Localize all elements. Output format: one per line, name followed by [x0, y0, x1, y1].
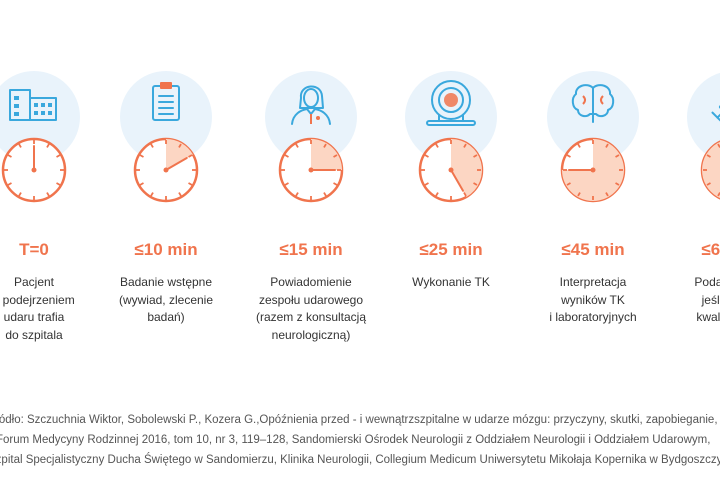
clock-tick	[615, 182, 620, 186]
brain-icon	[571, 84, 615, 123]
clock-tick	[323, 143, 327, 148]
elapsed-sector	[166, 139, 193, 170]
step-graphic	[687, 72, 720, 200]
clock-tick	[333, 182, 338, 186]
clock-tick	[284, 154, 289, 158]
clipboard-icon	[152, 82, 180, 121]
step-description: Podanie rt-PA, jeśli pacjent kwalifikuje…	[694, 275, 720, 324]
clock-tick	[473, 182, 478, 186]
step-graphic	[547, 71, 639, 203]
step-description: Powiadomienie zespołu udarowego (razem z…	[255, 275, 367, 342]
clock-tick	[178, 143, 182, 148]
clock	[560, 137, 626, 203]
step-time-label: ≤60 min	[701, 240, 720, 259]
clock-hand	[450, 169, 464, 192]
step-graphic	[265, 71, 357, 203]
clock-tick	[7, 182, 12, 186]
clock-tick	[139, 182, 144, 186]
timeline-step: ≤10 min Badanie wstępne (wywiad, zlecenie…	[94, 0, 238, 380]
clock-tick	[615, 154, 620, 158]
clock-center	[31, 167, 37, 173]
clock-tick	[435, 192, 439, 197]
clock-tick	[605, 192, 609, 197]
step-graphic	[120, 71, 212, 203]
clock-tick	[333, 154, 338, 158]
clock	[700, 140, 720, 200]
elapsed-sector	[311, 139, 342, 170]
step-description: Badanie wstępne (wywiad, zlecenie badań)	[118, 275, 214, 324]
timeline-step: ≤60 min Podanie rt-PA, jeśli pacjent kwal…	[661, 0, 720, 380]
clock-center	[448, 167, 454, 173]
stroke-timeline: T=0 Pacjent z podejrzeniem udaru trafia d…	[0, 0, 720, 380]
clock-tick	[463, 192, 467, 197]
clock-tick	[150, 192, 154, 197]
clock-tick	[566, 182, 571, 186]
icon-background-circle	[0, 71, 80, 163]
clock-hand	[165, 157, 188, 171]
timeline-step: ≤25 min Wykonanie TK	[379, 0, 523, 380]
clock-tick	[56, 154, 61, 158]
elapsed-sector	[702, 141, 720, 199]
clock-tick	[56, 182, 61, 186]
step-graphic	[0, 71, 80, 203]
source-line-3: Szpital Specjalistyczny Ducha Świętego w…	[0, 454, 720, 466]
step-description: Wykonanie TK	[412, 275, 490, 289]
doctor-icon	[291, 85, 331, 125]
clock-tick	[139, 154, 144, 158]
syringe-icon	[711, 89, 720, 124]
icon-background-circle	[405, 71, 497, 163]
timeline-step: T=0 Pacjent z podejrzeniem udaru trafia d…	[0, 0, 106, 380]
step-time-label: ≤25 min	[419, 240, 483, 259]
clock-tick	[295, 192, 299, 197]
clock-center	[308, 167, 314, 173]
clock-tick	[435, 143, 439, 148]
clock-tick	[323, 192, 327, 197]
clock-tick	[566, 154, 571, 158]
clock	[278, 137, 344, 203]
clock-tick	[424, 154, 429, 158]
step-description: Pacjent z podejrzeniem udaru trafia do s…	[2, 275, 75, 342]
clock-tick	[188, 154, 193, 158]
timeline-step: ≤45 min Interpretacja wyników TK i labora…	[521, 0, 665, 380]
clock	[418, 137, 484, 203]
clock-tick	[295, 143, 299, 148]
clock-tick	[7, 154, 12, 158]
clock-tick	[188, 182, 193, 186]
icon-background-circle	[687, 72, 720, 162]
clock-tick	[706, 154, 711, 158]
clock-tick	[577, 143, 581, 148]
step-time-label: ≤15 min	[279, 240, 343, 259]
clock-tick	[18, 192, 22, 197]
clock-tick	[605, 143, 609, 148]
clock-tick	[18, 143, 22, 148]
clock-center	[590, 167, 596, 173]
timeline-step: ≤15 min Powiadomienie zespołu udarowego (…	[239, 0, 383, 380]
step-time-label: ≤10 min	[134, 240, 198, 259]
source-line-2: Forum Medycyny Rodzinnej 2016, tom 10, n…	[0, 434, 711, 446]
step-time-label: ≤45 min	[561, 240, 625, 259]
clock-tick	[46, 192, 50, 197]
clock-tick	[706, 182, 711, 186]
clock-center	[163, 167, 169, 173]
clock-tick	[178, 192, 182, 197]
clock-tick	[577, 192, 581, 197]
clock-tick	[284, 182, 289, 186]
step-time-label: T=0	[19, 240, 49, 259]
clock-tick	[46, 143, 50, 148]
icon-background-circle	[120, 71, 212, 163]
clock-tick	[463, 143, 467, 148]
clock	[1, 137, 67, 203]
hospital-icon	[9, 89, 57, 121]
clock-tick	[150, 143, 154, 148]
clock-tick	[424, 182, 429, 186]
source-line-1: Źródło: Szczuchnia Wiktor, Sobolewski P.…	[0, 414, 718, 426]
clock-tick	[473, 154, 478, 158]
clock	[133, 137, 199, 203]
ct-scanner-icon	[426, 80, 476, 126]
source-citation: Źródło: Szczuchnia Wiktor, Sobolewski P.…	[0, 410, 720, 470]
step-graphic	[405, 71, 497, 203]
step-description: Interpretacja wyników TK i laboratoryjny…	[549, 275, 637, 324]
